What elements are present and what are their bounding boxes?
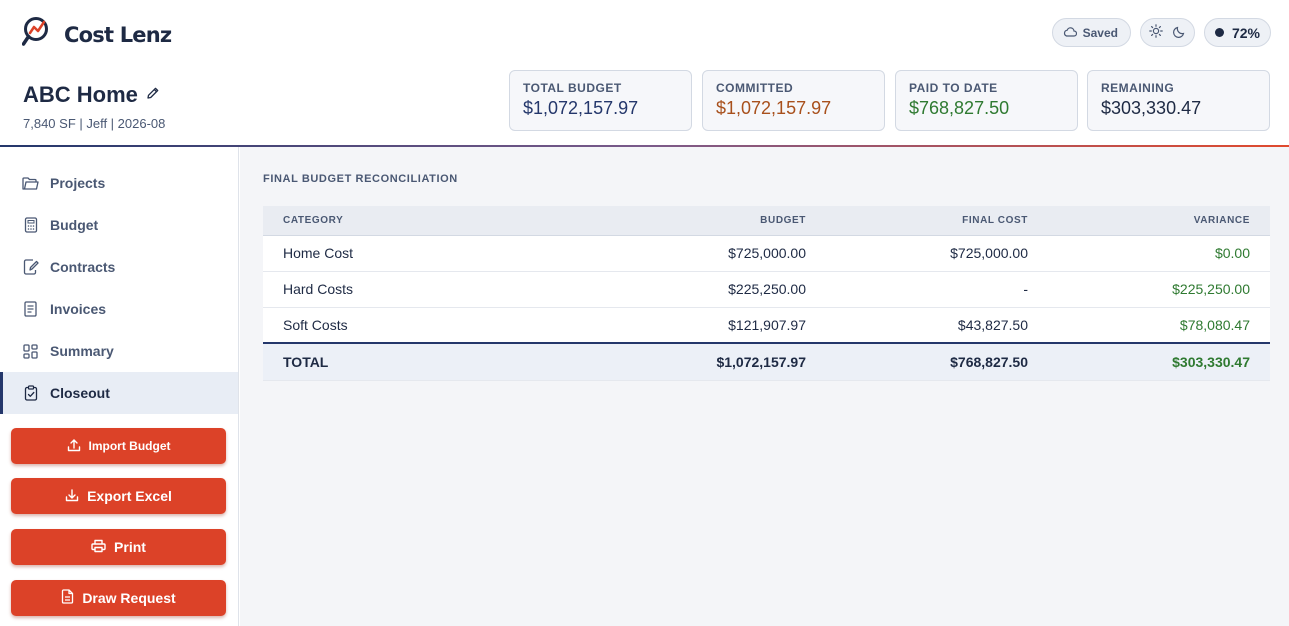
stat-card-committed: COMMITTED $1,072,157.97	[702, 70, 885, 131]
stat-value: $303,330.47	[1101, 98, 1202, 118]
calculator-icon	[22, 217, 39, 234]
document-icon	[61, 589, 74, 607]
table-row: Soft Costs $121,907.97 $43,827.50 $78,08…	[263, 307, 1270, 344]
table-row: Hard Costs $225,250.00 - $225,250.00	[263, 271, 1270, 308]
stat-value: $1,072,157.97	[716, 98, 832, 118]
stat-value: $768,827.50	[909, 98, 1010, 118]
sidebar-item-closeout[interactable]: Closeout	[0, 372, 238, 414]
moon-icon[interactable]	[1173, 25, 1186, 41]
table-header-row: CATEGORY BUDGET FINAL COST VARIANCE	[263, 206, 1270, 236]
main-content: FINAL BUDGET RECONCILIATION CATEGORY BUD…	[240, 147, 1289, 626]
project-meta: 7,840 SF | Jeff | 2026-08	[23, 116, 166, 131]
draw-request-button[interactable]: Draw Request	[11, 580, 226, 616]
folder-icon	[22, 175, 39, 192]
stat-label: PAID TO DATE	[909, 81, 998, 95]
final-cost-cell: -	[826, 271, 1048, 308]
print-button[interactable]: Print	[11, 529, 226, 565]
table-row: Home Cost $725,000.00 $725,000.00 $0.00	[263, 235, 1270, 272]
section-title: FINAL BUDGET RECONCILIATION	[263, 173, 458, 185]
total-label-cell: TOTAL	[263, 342, 604, 381]
button-label: Draw Request	[82, 590, 176, 606]
sidebar-item-summary[interactable]: Summary	[0, 330, 238, 372]
project-title: ABC Home	[23, 82, 138, 107]
column-header-budget: BUDGET	[604, 206, 826, 236]
budget-cell: $225,250.00	[604, 271, 826, 308]
printer-icon	[91, 539, 106, 556]
total-budget-cell: $1,072,157.97	[604, 342, 826, 381]
column-header-final-cost: FINAL COST	[826, 206, 1048, 236]
button-label: Import Budget	[88, 439, 171, 453]
clipboard-check-icon	[22, 385, 39, 402]
column-header-category: CATEGORY	[263, 206, 604, 236]
stat-label: COMMITTED	[716, 81, 794, 95]
import-budget-button[interactable]: Import Budget	[11, 428, 226, 464]
sidebar-item-label: Closeout	[50, 385, 110, 401]
sidebar-item-label: Summary	[50, 343, 114, 359]
invoice-icon	[22, 301, 39, 318]
category-cell: Home Cost	[263, 235, 604, 272]
variance-cell: $225,250.00	[1048, 271, 1270, 308]
progress-label: 72%	[1231, 24, 1260, 41]
sidebar: Projects Budget Contracts Invoices Summa…	[0, 147, 239, 626]
app-header: Cost Lenz Saved 72% ABC Home 7,840 SF | …	[0, 0, 1289, 147]
project-title-row: ABC Home	[23, 82, 160, 108]
table-total-row: TOTAL $1,072,157.97 $768,827.50 $303,330…	[263, 342, 1270, 381]
category-cell: Soft Costs	[263, 307, 604, 344]
progress-pill: 72%	[1203, 18, 1271, 47]
pencil-edit-icon[interactable]	[146, 86, 160, 105]
stat-card-paid-to-date: PAID TO DATE $768,827.50	[895, 70, 1078, 131]
status-area: Saved 72%	[1051, 18, 1271, 47]
download-icon	[65, 488, 79, 505]
budget-cell: $121,907.97	[604, 307, 826, 344]
export-excel-button[interactable]: Export Excel	[11, 478, 226, 514]
save-status-pill: Saved	[1051, 18, 1131, 47]
stat-label: TOTAL BUDGET	[523, 81, 622, 95]
sidebar-item-invoices[interactable]: Invoices	[0, 288, 238, 330]
sidebar-item-label: Budget	[50, 217, 99, 233]
sidebar-item-projects[interactable]: Projects	[0, 162, 238, 204]
category-cell: Hard Costs	[263, 271, 604, 308]
brand-name: Cost Lenz	[64, 22, 172, 47]
sidebar-item-label: Invoices	[50, 301, 107, 317]
grid-icon	[22, 343, 39, 360]
cloud-icon	[1063, 26, 1077, 40]
budget-cell: $725,000.00	[604, 235, 826, 272]
variance-cell: $0.00	[1048, 235, 1270, 272]
contract-edit-icon	[22, 259, 39, 276]
magnifier-chart-icon	[21, 16, 60, 53]
sidebar-item-budget[interactable]: Budget	[0, 204, 238, 246]
variance-cell: $78,080.47	[1048, 307, 1270, 344]
sidebar-item-label: Projects	[50, 175, 106, 191]
stat-value: $1,072,157.97	[523, 98, 639, 118]
brand-logo[interactable]: Cost Lenz	[21, 16, 172, 53]
total-final-cost-cell: $768,827.50	[826, 342, 1048, 381]
reconciliation-table: CATEGORY BUDGET FINAL COST VARIANCE Home…	[263, 206, 1270, 381]
header-divider	[0, 145, 1289, 147]
sidebar-item-label: Contracts	[50, 259, 116, 275]
final-cost-cell: $725,000.00	[826, 235, 1048, 272]
total-variance-cell: $303,330.47	[1048, 342, 1270, 381]
stat-label: REMAINING	[1101, 81, 1175, 95]
final-cost-cell: $43,827.50	[826, 307, 1048, 344]
stat-card-total-budget: TOTAL BUDGET $1,072,157.97	[509, 70, 692, 131]
stat-card-remaining: REMAINING $303,330.47	[1087, 70, 1270, 131]
upload-icon	[67, 438, 81, 455]
sidebar-item-contracts[interactable]: Contracts	[0, 246, 238, 288]
progress-dot-icon	[1214, 28, 1224, 37]
save-status-label: Saved	[1082, 25, 1118, 40]
sun-icon[interactable]	[1149, 24, 1163, 41]
button-label: Export Excel	[87, 488, 172, 504]
button-label: Print	[114, 539, 146, 555]
theme-toggle[interactable]	[1139, 18, 1195, 47]
column-header-variance: VARIANCE	[1048, 206, 1270, 236]
